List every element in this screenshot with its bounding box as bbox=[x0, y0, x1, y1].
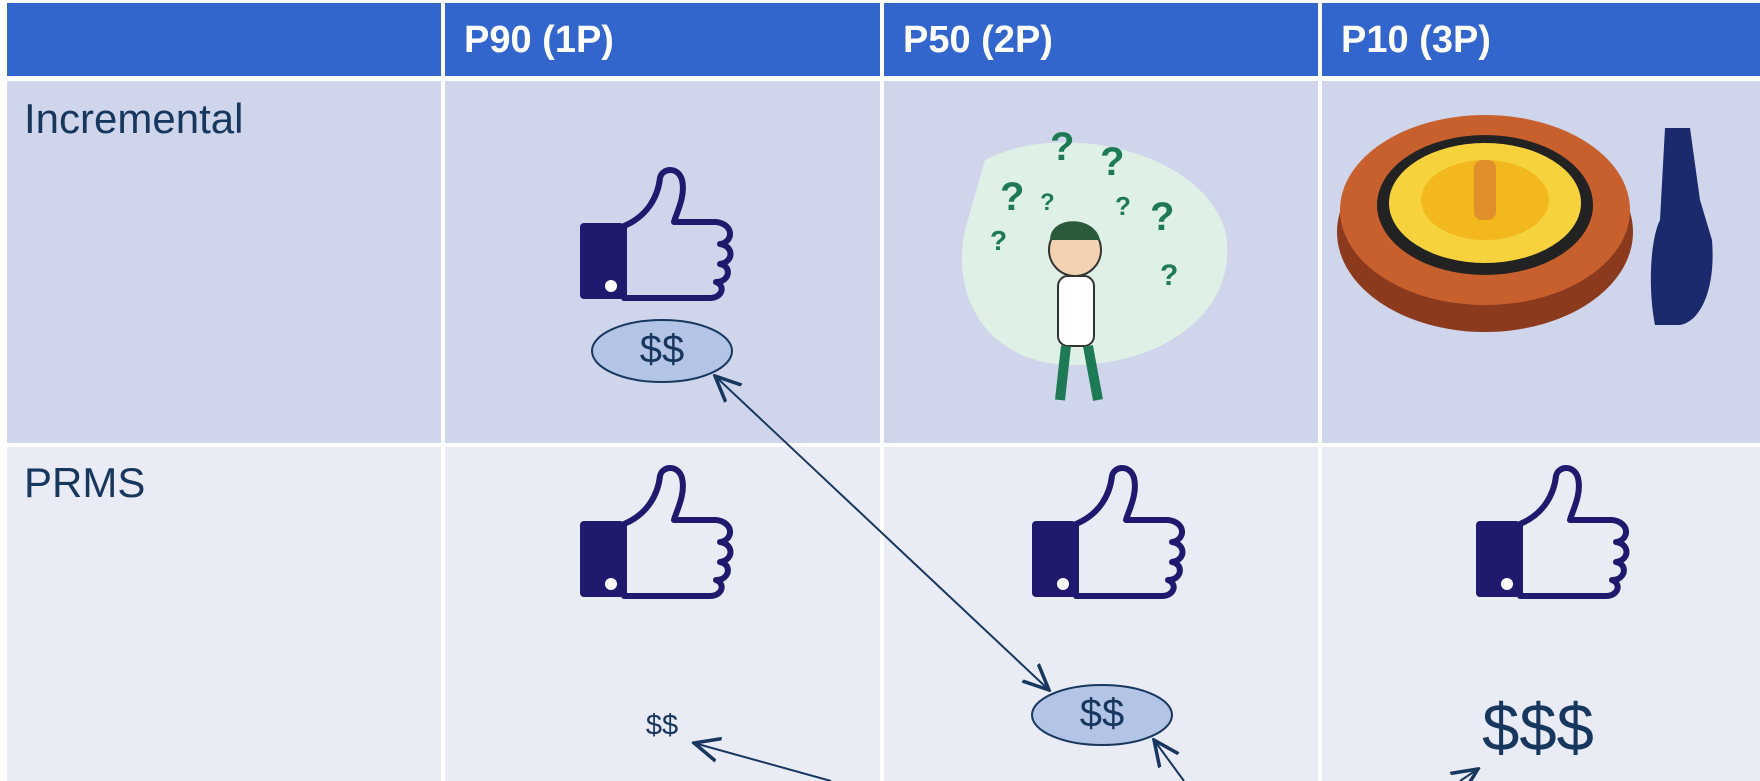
svg-text:?: ? bbox=[1000, 175, 1024, 219]
confused-person-icon: ??? ??? ?? bbox=[961, 125, 1228, 401]
roulette-icon bbox=[1337, 115, 1633, 332]
tag-ellipse bbox=[591, 319, 733, 383]
header-cell: P50 (2P) bbox=[903, 19, 1053, 61]
svg-text:?: ? bbox=[1115, 191, 1131, 221]
tag-ellipse bbox=[1031, 684, 1173, 746]
arrow bbox=[1460, 769, 1478, 781]
svg-text:?: ? bbox=[1100, 140, 1124, 184]
arrow bbox=[694, 743, 832, 781]
crossed-fingers-icon bbox=[1650, 128, 1713, 325]
arrow bbox=[715, 376, 1049, 690]
row-label: Incremental bbox=[24, 95, 243, 142]
tag: $$$ bbox=[1482, 691, 1594, 766]
tag: $$ bbox=[640, 328, 685, 372]
svg-text:?: ? bbox=[1160, 259, 1178, 292]
row-label: PRMS bbox=[24, 459, 145, 506]
svg-text:?: ? bbox=[1040, 189, 1055, 216]
tag: $$ bbox=[646, 710, 678, 742]
header-cell: P10 (3P) bbox=[1341, 19, 1491, 61]
svg-text:?: ? bbox=[1150, 195, 1174, 239]
svg-text:?: ? bbox=[1050, 125, 1074, 169]
header-cell: P90 (1P) bbox=[464, 19, 614, 61]
arrow bbox=[1154, 740, 1185, 781]
tag: $$ bbox=[1080, 692, 1125, 736]
svg-text:?: ? bbox=[990, 225, 1007, 256]
